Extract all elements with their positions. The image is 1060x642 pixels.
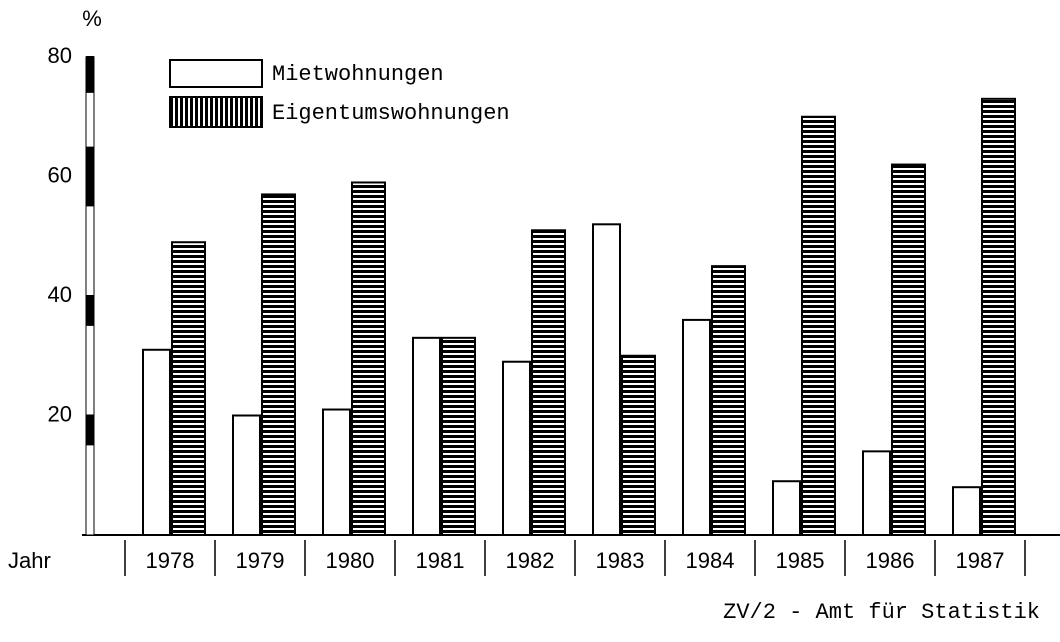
bar: [232, 414, 261, 536]
y-tick-label: 20: [48, 401, 72, 426]
x-tick-label: 1980: [326, 548, 375, 573]
x-tick-label: 1984: [686, 548, 735, 573]
y-tick-label: 60: [48, 162, 72, 187]
source: ZV/2 - Amt für Statistik: [723, 600, 1040, 625]
bar: [952, 486, 981, 537]
x-tick-label: 1978: [146, 548, 195, 573]
legend-swatch: [169, 59, 263, 88]
bar: [711, 265, 746, 536]
bar: [261, 193, 296, 537]
y-axis-segment: [86, 296, 94, 326]
legend-swatch: [169, 96, 263, 128]
bar: [531, 229, 566, 536]
y-axis-segment: [86, 146, 94, 177]
x-axis-label: Jahr: [8, 548, 51, 573]
legend-label: Eigentumswohnungen: [272, 101, 510, 126]
x-tick-label: 1981: [416, 548, 465, 573]
bar: [412, 336, 441, 537]
bar: [351, 181, 386, 536]
y-tick-label: 80: [48, 43, 72, 68]
bar: [801, 115, 836, 536]
bar: [171, 241, 206, 536]
bar: [621, 354, 656, 536]
y-axis-segment: [86, 415, 94, 446]
bar: [772, 480, 801, 537]
x-tick-label: 1979: [236, 548, 285, 573]
bar: [322, 408, 351, 536]
x-tick-label: 1985: [776, 548, 825, 573]
bar: [441, 336, 476, 537]
bar: [891, 163, 926, 537]
bar: [862, 450, 891, 537]
y-axis-segment: [86, 57, 94, 93]
y-tick-label: 40: [48, 282, 72, 307]
y-axis-label: %: [82, 6, 102, 31]
y-axis-segment: [86, 176, 94, 207]
bar: [502, 360, 531, 536]
x-tick-label: 1987: [956, 548, 1005, 573]
bar: [592, 223, 621, 537]
x-tick-label: 1983: [596, 548, 645, 573]
x-tick-label: 1982: [506, 548, 555, 573]
bar: [981, 97, 1016, 536]
bar: [682, 318, 711, 536]
x-tick-label: 1986: [866, 548, 915, 573]
legend-label: Mietwohnungen: [272, 62, 444, 87]
bar: [142, 348, 171, 536]
